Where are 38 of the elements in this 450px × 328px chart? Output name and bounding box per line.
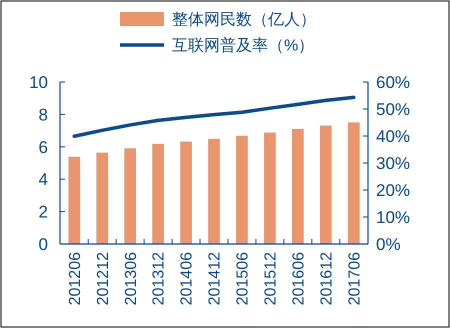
x-tick-label: 201606 bbox=[290, 252, 308, 306]
y-tick-label: 6 bbox=[38, 138, 48, 157]
x-tick-label: 201406 bbox=[178, 252, 196, 306]
legend-label: 互联网普及率（%） bbox=[172, 36, 314, 55]
y-tick-label: 8 bbox=[38, 105, 48, 124]
bar bbox=[264, 132, 276, 244]
bar bbox=[236, 136, 248, 244]
y2-tick-label: 20% bbox=[376, 180, 410, 200]
y-tick-label: 4 bbox=[38, 170, 48, 190]
y-tick-label: 10 bbox=[29, 72, 48, 92]
y2-tick-label: 0% bbox=[376, 234, 401, 254]
y-tick-label: 0 bbox=[38, 234, 48, 254]
line-series bbox=[72, 96, 356, 138]
x-tick-label: 201212 bbox=[94, 252, 112, 306]
bar bbox=[208, 138, 220, 244]
y2-tick-label: 30% bbox=[376, 154, 410, 173]
x-tick-label: 201512 bbox=[262, 252, 280, 306]
x-tick-label: 201306 bbox=[122, 252, 140, 306]
y2-tick-label: 40% bbox=[376, 126, 410, 146]
x-tick-label: 201612 bbox=[318, 252, 336, 306]
x-tick-label: 201412 bbox=[206, 252, 224, 306]
bar bbox=[320, 126, 332, 244]
y2-tick-label: 50% bbox=[376, 100, 410, 119]
x-tick-label: 201312 bbox=[150, 252, 168, 306]
legend-label: 整体网民数（亿人） bbox=[172, 12, 316, 29]
bar bbox=[348, 122, 360, 244]
x-tick-label: 201206 bbox=[66, 252, 84, 306]
bar bbox=[292, 128, 304, 244]
bar bbox=[96, 152, 108, 244]
y-tick-label: 2 bbox=[38, 202, 48, 222]
y2-tick-label: 10% bbox=[376, 208, 410, 227]
bar bbox=[68, 156, 80, 244]
x-tick-label: 201506 bbox=[234, 252, 252, 306]
bar bbox=[180, 142, 192, 244]
x-tick-label: 201706 bbox=[346, 252, 364, 306]
bar bbox=[124, 148, 136, 244]
y2-tick-label: 60% bbox=[376, 72, 410, 92]
bar bbox=[152, 144, 164, 244]
